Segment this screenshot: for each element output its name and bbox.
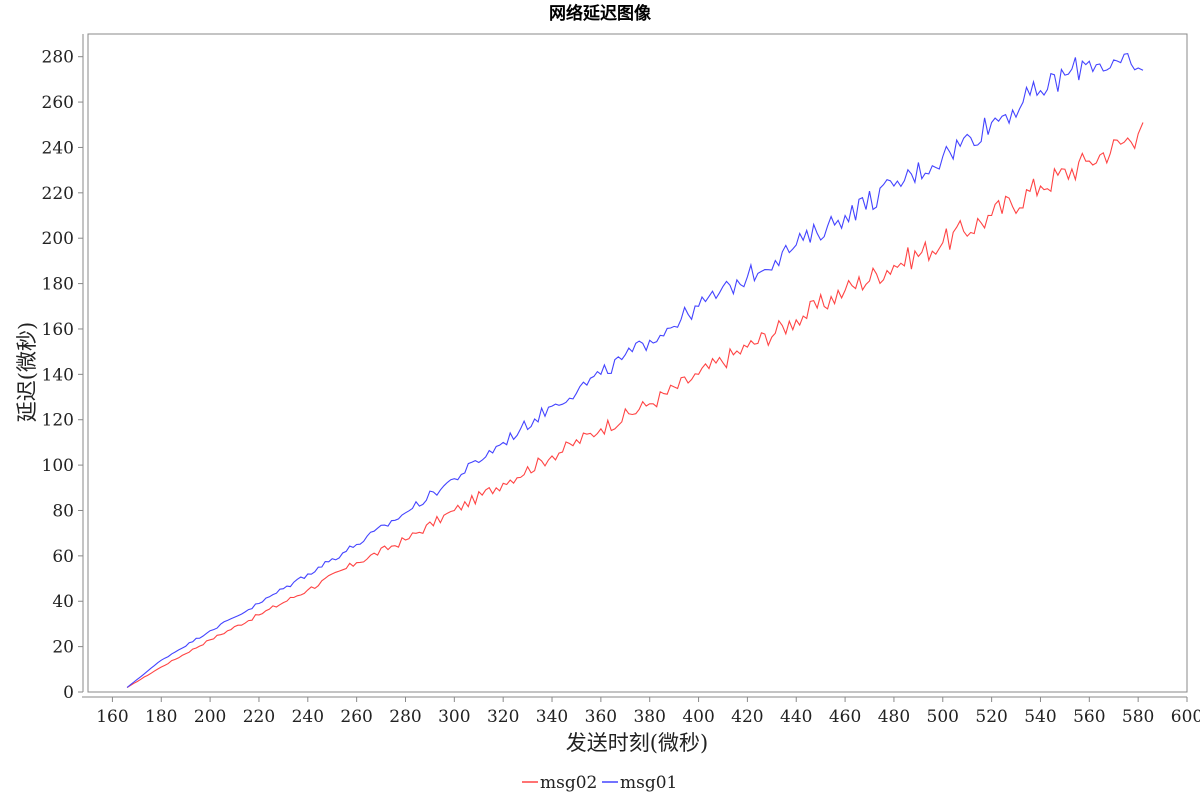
legend-label-msg01: msg01 <box>620 773 677 793</box>
y-tick-label: 40 <box>52 592 74 612</box>
y-tick-label: 80 <box>52 501 74 521</box>
y-tick-label: 140 <box>42 365 74 385</box>
x-tick-label: 240 <box>292 707 324 727</box>
y-tick-label: 260 <box>42 93 74 113</box>
y-tick-label: 0 <box>63 683 74 703</box>
x-tick-label: 340 <box>536 707 568 727</box>
y-axis-label: 延迟(微秒) <box>15 322 39 422</box>
series-layer <box>126 52 1144 688</box>
y-tick-label: 200 <box>42 229 74 249</box>
x-tick-label: 400 <box>682 707 714 727</box>
series-line-msg02 <box>126 122 1144 688</box>
x-tick-label: 180 <box>145 707 177 727</box>
x-tick-label: 300 <box>438 707 470 727</box>
x-axis-ticks: 160 180 200 220 240 260 280 300 320 340 360 380 400 4… <box>96 697 1200 727</box>
x-tick-label: 460 <box>829 707 861 727</box>
x-tick-label: 260 <box>340 707 372 727</box>
x-tick-label: 220 <box>243 707 275 727</box>
x-tick-label: 540 <box>1024 707 1056 727</box>
x-tick-label: 480 <box>878 707 910 727</box>
y-tick-label: 20 <box>52 638 74 658</box>
legend: msg02 msg01 <box>522 773 677 793</box>
y-tick-label: 240 <box>42 138 74 158</box>
y-tick-label: 120 <box>42 411 74 431</box>
y-tick-label: 180 <box>42 275 74 295</box>
series-line-msg01 <box>126 52 1144 688</box>
x-tick-label: 360 <box>585 707 617 727</box>
y-tick-label: 280 <box>42 48 74 68</box>
y-tick-label: 100 <box>42 456 74 476</box>
plot-area <box>87 33 1188 693</box>
x-tick-label: 580 <box>1122 707 1154 727</box>
y-tick-label: 160 <box>42 320 74 340</box>
y-axis-ticks: 0 20 40 60 80 100 120 140 160 180 200 220 240 260 280 <box>42 48 83 703</box>
x-tick-label: 200 <box>194 707 226 727</box>
x-tick-label: 500 <box>927 707 959 727</box>
x-tick-label: 520 <box>975 707 1007 727</box>
x-tick-label: 440 <box>780 707 812 727</box>
x-tick-label: 560 <box>1073 707 1105 727</box>
y-tick-label: 220 <box>42 184 74 204</box>
x-tick-label: 380 <box>633 707 665 727</box>
x-tick-label: 320 <box>487 707 519 727</box>
x-tick-label: 420 <box>731 707 763 727</box>
y-tick-label: 60 <box>52 547 74 567</box>
x-tick-label: 160 <box>96 707 128 727</box>
x-tick-label: 280 <box>389 707 421 727</box>
x-axis-label: 发送时刻(微秒) <box>566 731 708 755</box>
legend-label-msg02: msg02 <box>540 773 597 793</box>
chart-title: 网络延迟图像 <box>549 3 652 24</box>
x-tick-label: 600 <box>1171 707 1200 727</box>
